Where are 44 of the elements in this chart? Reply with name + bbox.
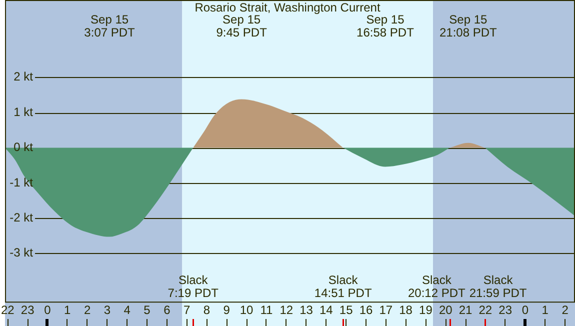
y-tick-label: -3 kt <box>10 246 34 260</box>
x-tick-label: 0 <box>522 303 529 318</box>
annotation: Slack 14:51 PDT <box>314 272 372 300</box>
annotation: Slack 20:12 PDT <box>408 272 466 300</box>
x-tick-label: 12 <box>280 303 294 318</box>
x-tick-label: 23 <box>498 303 512 318</box>
annotation: Sep 15 21:08 PDT <box>439 12 498 40</box>
x-tick-label: 8 <box>203 303 210 318</box>
x-tick-label: 22 <box>0 303 15 318</box>
y-tick-label: 1 kt <box>14 104 34 119</box>
annotation: Sep 15 9:45 PDT <box>216 12 268 40</box>
x-tick-label: 3 <box>104 303 111 318</box>
x-tick-label: 1 <box>64 303 72 318</box>
x-tick-label: 20 <box>438 303 453 318</box>
y-tick-label: -2 kt <box>10 210 34 224</box>
x-tick-label: 19 <box>419 303 433 318</box>
annotation: Slack 7:19 PDT <box>168 272 220 300</box>
x-tick-label: 9 <box>223 303 230 318</box>
x-tick-label: 6 <box>164 303 171 318</box>
x-tick-label: 17 <box>379 303 393 318</box>
x-tick-label: 15 <box>339 303 354 318</box>
x-tick-label: 16 <box>359 303 373 318</box>
x-tick-label: 22 <box>478 303 492 318</box>
x-tick-label: 2 <box>84 303 91 318</box>
x-tick-label: 18 <box>399 303 413 318</box>
annotation: Sep 15 16:58 PDT <box>356 12 415 40</box>
x-tick-label: 10 <box>240 303 254 318</box>
x-tick-label: 23 <box>20 303 35 318</box>
x-tick-label: 1 <box>542 303 549 318</box>
x-tick-label: 7 <box>183 303 190 318</box>
annotation: Slack 21:59 PDT <box>469 272 528 300</box>
annotation: Sep 15 3:07 PDT <box>84 12 136 40</box>
chart-title: Rosario Strait, Washington Current <box>194 0 381 14</box>
y-tick-label: -1 kt <box>10 175 34 190</box>
y-tick-label: 0 kt <box>14 140 34 154</box>
x-tick-label: 14 <box>319 303 334 318</box>
x-tick-label: 0 <box>44 303 52 318</box>
y-tick-label: 2 kt <box>14 70 34 84</box>
x-tick-label: 5 <box>144 303 151 318</box>
x-tick-label: 21 <box>458 303 473 318</box>
x-tick-label: 11 <box>260 303 274 318</box>
x-tick-label: 4 <box>124 303 131 318</box>
x-tick-label: 13 <box>300 303 314 318</box>
x-tick-label: 2 <box>562 303 569 318</box>
